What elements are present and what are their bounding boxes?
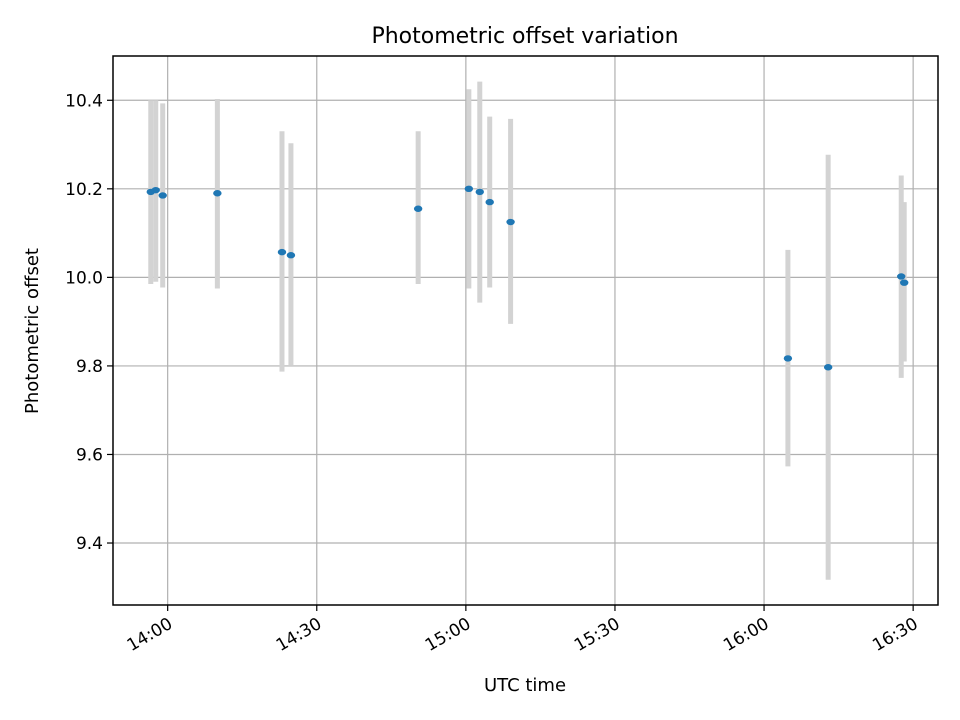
data-point (475, 188, 484, 196)
y-tick-label: 9.6 (76, 445, 103, 465)
y-axis-label: Photometric offset (22, 248, 43, 414)
data-points (146, 185, 909, 371)
plot-frame (112, 55, 939, 606)
y-tick-label: 10.0 (65, 268, 103, 288)
data-point (158, 192, 167, 199)
data-point (413, 205, 423, 212)
data-point (506, 218, 515, 226)
data-point (485, 198, 494, 206)
y-tick-label: 10.2 (65, 180, 103, 200)
data-point (900, 279, 909, 286)
data-point (286, 252, 296, 259)
data-point (783, 355, 793, 362)
x-axis-label: UTC time (484, 675, 566, 696)
y-tick-label: 9.8 (76, 357, 103, 377)
data-point (823, 364, 833, 371)
data-point (151, 186, 160, 194)
chart-title: Photometric offset variation (371, 24, 678, 49)
grid (113, 56, 938, 605)
y-tick-label: 10.4 (65, 91, 103, 111)
data-point (277, 248, 287, 256)
data-point (213, 190, 222, 197)
data-point (897, 273, 906, 280)
y-tick-label: 9.4 (76, 534, 103, 554)
data-point (464, 185, 474, 193)
